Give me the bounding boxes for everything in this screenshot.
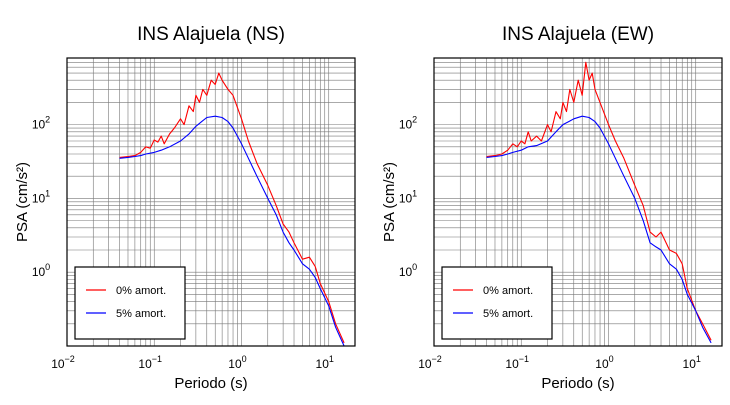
y-tick-label: 101: [399, 188, 417, 205]
x-axis-label: Periodo (s): [541, 375, 614, 392]
legend-box: [74, 266, 186, 340]
plot-frame: [433, 57, 723, 347]
y-tick-label: 101: [32, 188, 50, 205]
series-line-1: [486, 115, 712, 344]
series-line-0: [486, 61, 712, 341]
x-tick-labels: 10−2 10−1 100 101: [418, 354, 701, 371]
legend-label-0: 0% amort.: [483, 285, 533, 297]
chart-ew: INS Alajuela (EW) 10−2 10−1 100 101 1001011…: [381, 24, 723, 392]
series-lines: [119, 72, 345, 347]
x-tick-label: 101: [316, 354, 334, 371]
x-tick-label: 10−1: [505, 354, 529, 371]
y-tick-label: 102: [32, 115, 50, 132]
legend: 0% amort. 5% amort.: [74, 266, 186, 340]
legend-label-1: 5% amort.: [483, 308, 533, 320]
x-tick-label: 101: [683, 354, 701, 371]
y-axis-label: PSA (cm/s²): [381, 162, 398, 242]
x-tick-label: 10−2: [418, 354, 442, 371]
x-tick-label: 100: [228, 354, 246, 371]
y-tick-labels: 100 101 102: [399, 115, 417, 280]
legend-box: [441, 266, 553, 340]
y-tick-label: 100: [399, 262, 417, 279]
plot-frame: [66, 57, 356, 347]
x-tick-labels: 10−2 10−1 100 101: [51, 354, 334, 371]
x-tick-label: 10−1: [138, 354, 162, 371]
chart-title: INS Alajuela (NS): [137, 24, 285, 45]
series-line-1: [119, 115, 345, 347]
y-tick-label: 100: [32, 262, 50, 279]
series-line-0: [119, 72, 345, 344]
chart-ns: INS Alajuela (NS) 10−2 10−1 100 101 1001011…: [14, 24, 356, 392]
x-axis-label: Periodo (s): [174, 375, 247, 392]
legend-label-1: 5% amort.: [116, 308, 166, 320]
x-tick-label: 10−2: [51, 354, 75, 371]
series-lines: [486, 61, 712, 344]
y-tick-labels: 100 101 102: [32, 115, 50, 280]
chart-title: INS Alajuela (EW): [502, 24, 654, 45]
y-tick-label: 102: [399, 115, 417, 132]
legend: 0% amort. 5% amort.: [441, 266, 553, 340]
y-axis-label: PSA (cm/s²): [14, 162, 31, 242]
x-tick-label: 100: [595, 354, 613, 371]
legend-label-0: 0% amort.: [116, 285, 166, 297]
grid-lines: [66, 57, 356, 347]
